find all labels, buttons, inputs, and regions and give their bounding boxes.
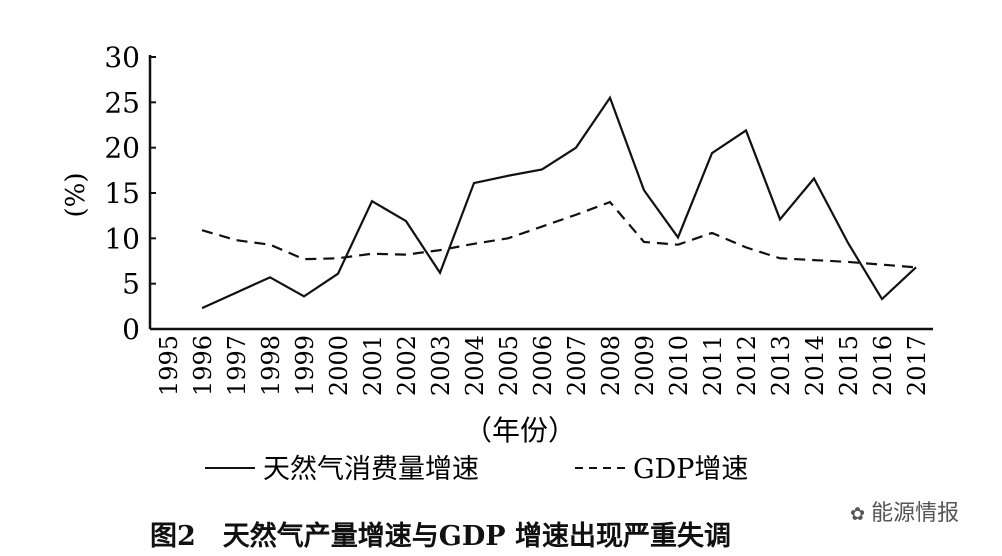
x-tick-label: 2002 <box>393 335 421 396</box>
x-tick-label: 2014 <box>801 335 829 396</box>
y-axis-label: (%) <box>61 173 91 218</box>
watermark-text: 能源情报 <box>871 501 960 526</box>
watermark: ✿ 能源情报 <box>850 495 959 527</box>
x-tick-label: 2007 <box>563 335 591 396</box>
x-tick-label: 2008 <box>597 335 625 396</box>
x-tick-label: 1999 <box>291 335 319 396</box>
x-tick-label: 2003 <box>427 335 455 396</box>
x-tick-label: 2012 <box>733 335 761 396</box>
y-tick-label: 15 <box>104 177 140 210</box>
x-tick-label: 1995 <box>155 335 183 396</box>
figure-caption: 图2 天然气产量增速与GDP 增速出现严重失调 <box>150 521 731 552</box>
x-tick-label: 2017 <box>903 335 931 396</box>
y-tick-label: 20 <box>104 132 140 165</box>
x-tick-label: 2005 <box>495 335 523 396</box>
legend-label: GDP增速 <box>633 454 748 485</box>
x-tick-label: 2016 <box>869 335 897 396</box>
wechat-icon: ✿ <box>850 504 866 525</box>
y-tick-label: 5 <box>122 268 140 301</box>
y-tick-label: 0 <box>122 313 140 346</box>
x-tick-label: 2001 <box>359 335 387 396</box>
x-axis-label: （年份） <box>464 414 576 447</box>
series-line-gas <box>201 95 917 310</box>
x-tick-label: 2010 <box>665 335 693 396</box>
x-tick-label: 1997 <box>223 335 251 396</box>
series-line-gdp <box>201 200 917 269</box>
y-tick-label: 25 <box>104 86 140 119</box>
x-tick-label: 2009 <box>631 335 659 396</box>
x-tick-label: 2013 <box>767 335 795 396</box>
y-tick-label: 10 <box>104 222 140 255</box>
x-tick-label: 1998 <box>257 335 285 396</box>
legend-label: 天然气消费量增速 <box>263 454 479 485</box>
x-tick-label: 2011 <box>699 335 727 396</box>
y-tick-label: 30 <box>104 41 140 74</box>
x-tick-label: 2006 <box>529 335 557 396</box>
x-tick-label: 2015 <box>835 335 863 396</box>
x-tick-label: 1996 <box>189 335 217 396</box>
x-tick-label: 2000 <box>325 335 353 396</box>
x-tick-label: 2004 <box>461 335 489 396</box>
